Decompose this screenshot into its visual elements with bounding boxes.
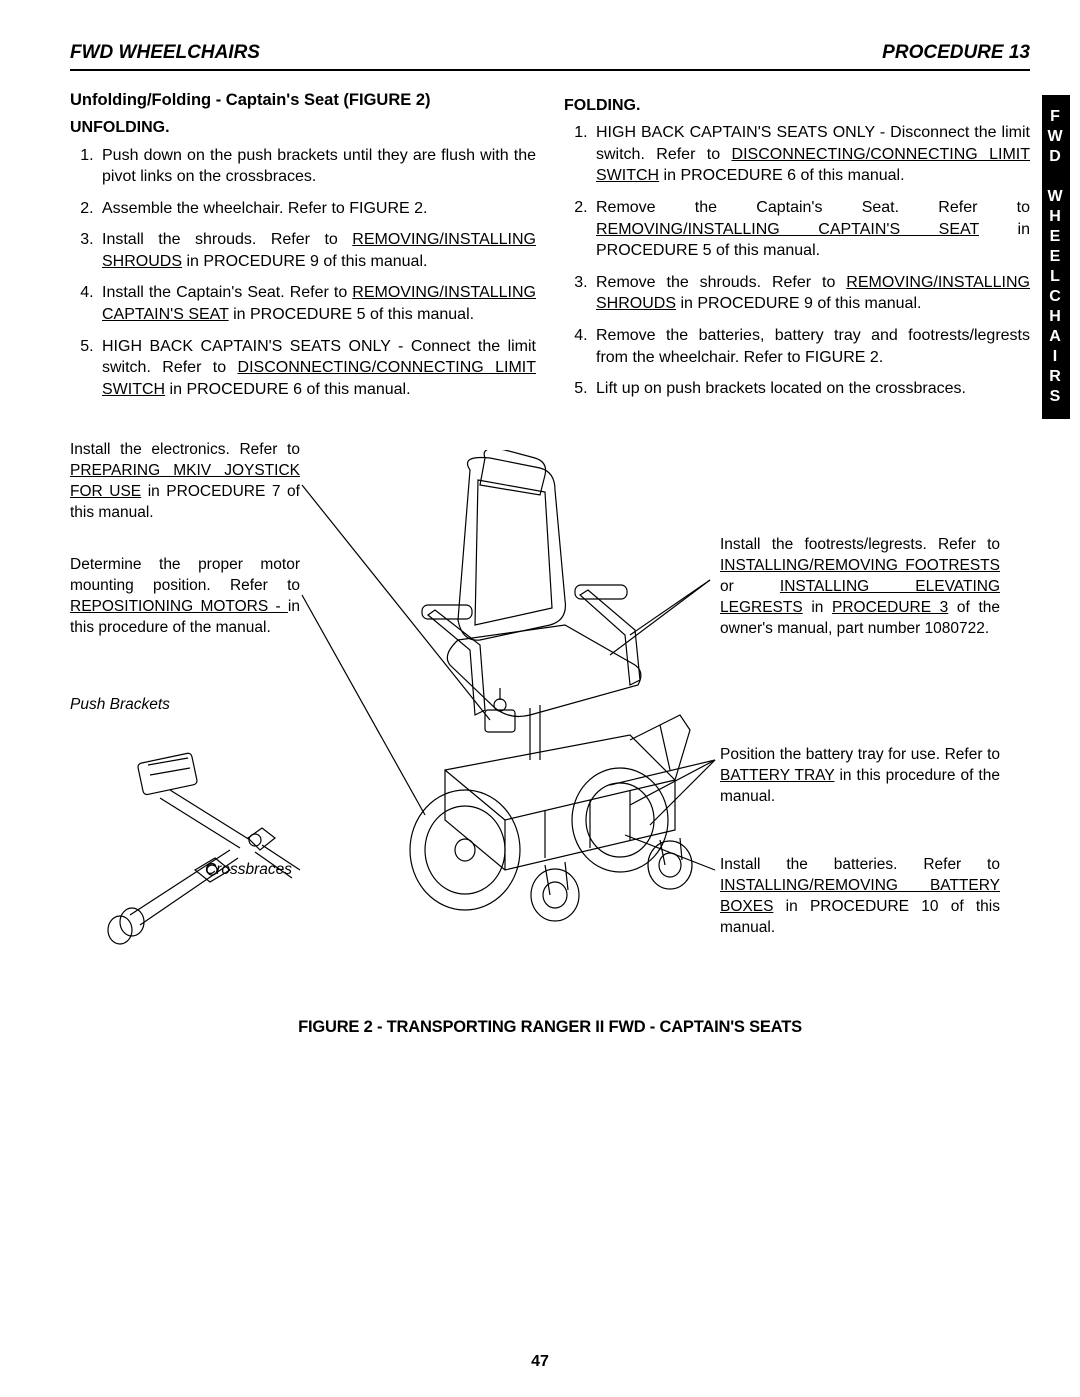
list-item: Remove the Captain's Seat. Refer to REMO…: [592, 197, 1030, 262]
section-title: Unfolding/Folding - Captain's Seat (FIGU…: [70, 89, 536, 111]
list-item: HIGH BACK CAPTAIN'S SEATS ONLY - Disconn…: [592, 122, 1030, 187]
list-item: Remove the batteries, battery tray and f…: [592, 325, 1030, 368]
page-header: FWD WHEELCHAIRS PROCEDURE 13: [70, 40, 1030, 71]
list-item: Remove the shrouds. Refer to REMOVING/IN…: [592, 272, 1030, 315]
list-item: Install the shrouds. Refer to REMOVING/I…: [98, 229, 536, 272]
right-column: FOLDING. HIGH BACK CAPTAIN'S SEATS ONLY …: [564, 89, 1030, 411]
list-item: Assemble the wheelchair. Refer to FIGURE…: [98, 198, 536, 220]
list-item: Push down on the push brackets until the…: [98, 145, 536, 188]
list-item: HIGH BACK CAPTAIN'S SEATS ONLY - Connect…: [98, 336, 536, 401]
left-column: Unfolding/Folding - Captain's Seat (FIGU…: [70, 89, 536, 411]
folding-title: FOLDING.: [564, 95, 1030, 117]
side-tab: FWDWHEELCHAIRS: [1042, 95, 1070, 419]
leader-lines: [70, 440, 1030, 1010]
figure-area: Install the electronics. Refer to PREPAR…: [70, 440, 1030, 1010]
content-columns: Unfolding/Folding - Captain's Seat (FIGU…: [70, 89, 1030, 411]
folding-list: HIGH BACK CAPTAIN'S SEATS ONLY - Disconn…: [564, 122, 1030, 400]
page-number: 47: [0, 1351, 1080, 1373]
header-left: FWD WHEELCHAIRS: [70, 40, 260, 66]
list-item: Lift up on push brackets located on the …: [592, 378, 1030, 400]
header-right: PROCEDURE 13: [882, 40, 1030, 66]
unfolding-list: Push down on the push brackets until the…: [70, 145, 536, 401]
list-item: Install the Captain's Seat. Refer to REM…: [98, 282, 536, 325]
unfolding-title: UNFOLDING.: [70, 117, 536, 139]
figure-caption: FIGURE 2 - TRANSPORTING RANGER II FWD - …: [70, 1016, 1030, 1038]
